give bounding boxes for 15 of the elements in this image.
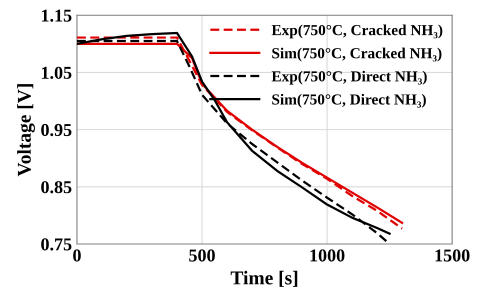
y-axis-title: Voltage [V] [17,84,35,176]
x-tick-label: 1000 [310,249,344,262]
y-tick-label: 1.15 [42,10,72,22]
x-tick-label: 500 [189,249,215,262]
x-tick-label: 0 [73,249,81,262]
legend-label: Sim(750°C, Cracked NH₃) [272,48,442,62]
x-axis-title: Time [s] [230,270,298,287]
y-tick-label: 0.95 [41,124,72,136]
x-tick-label: 1500 [436,249,470,262]
legend-label: Exp(750°C, Cracked NH₃) [272,24,442,38]
y-tick-label: 0.75 [41,238,72,251]
legend-label: Sim(750°C, Direct NH₃) [272,94,426,108]
y-tick-label: 1.05 [42,66,72,79]
y-tick-label: 0.85 [41,181,72,194]
legend-label: Exp(750°C, Direct NH₃) [272,70,427,85]
